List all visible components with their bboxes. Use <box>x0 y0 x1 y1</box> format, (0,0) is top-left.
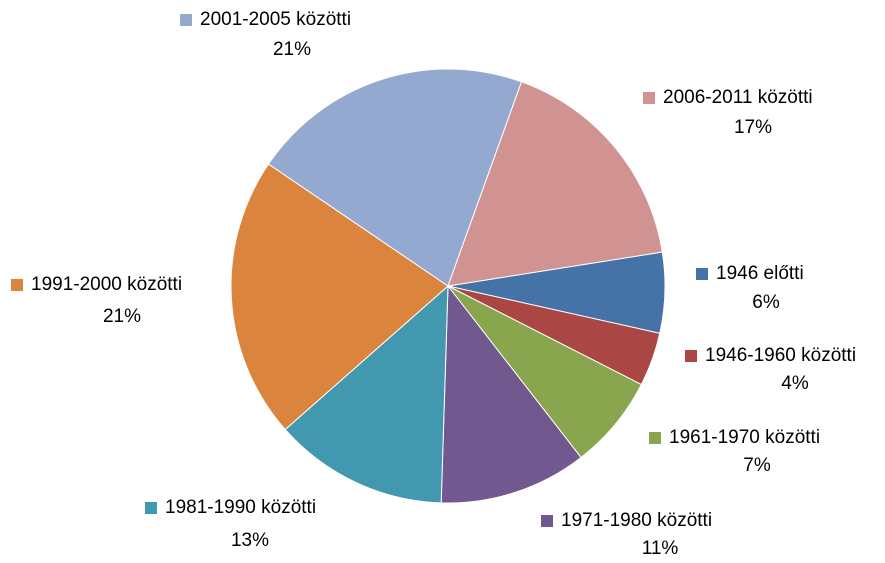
slice-value: 4% <box>781 373 809 394</box>
slice-label: 1946 előtti <box>716 263 804 284</box>
slice-label: 1991-2000 közötti <box>31 274 182 295</box>
pie-slice <box>267 68 523 287</box>
legend-key <box>643 92 655 104</box>
legend-key <box>180 14 192 26</box>
slice-value: 11% <box>642 538 679 559</box>
slice-value: 13% <box>231 530 269 551</box>
legend-key <box>685 350 697 362</box>
legend-key <box>649 432 661 444</box>
pie-slice <box>284 284 449 504</box>
slice-value: 21% <box>273 39 311 60</box>
legend-key <box>145 502 157 514</box>
slice-label: 1946-1960 közötti <box>705 345 856 366</box>
slice-value: 17% <box>734 117 772 138</box>
slice-label: 1971-1980 közötti <box>561 510 712 531</box>
legend-key <box>696 268 708 280</box>
slice-label: 2001-2005 közötti <box>200 9 351 30</box>
pie-slice <box>447 81 663 287</box>
slice-label: 1981-1990 közötti <box>165 497 316 518</box>
pie-slice <box>440 284 582 504</box>
slice-value: 7% <box>743 455 771 476</box>
pie-slice <box>230 163 449 431</box>
legend-key <box>541 515 553 527</box>
slice-value: 21% <box>103 306 141 327</box>
legend-key <box>11 279 23 291</box>
slice-value: 6% <box>752 292 780 313</box>
slice-label: 2006-2011 közötti <box>663 87 813 108</box>
slice-label: 1961-1970 közötti <box>669 427 820 448</box>
